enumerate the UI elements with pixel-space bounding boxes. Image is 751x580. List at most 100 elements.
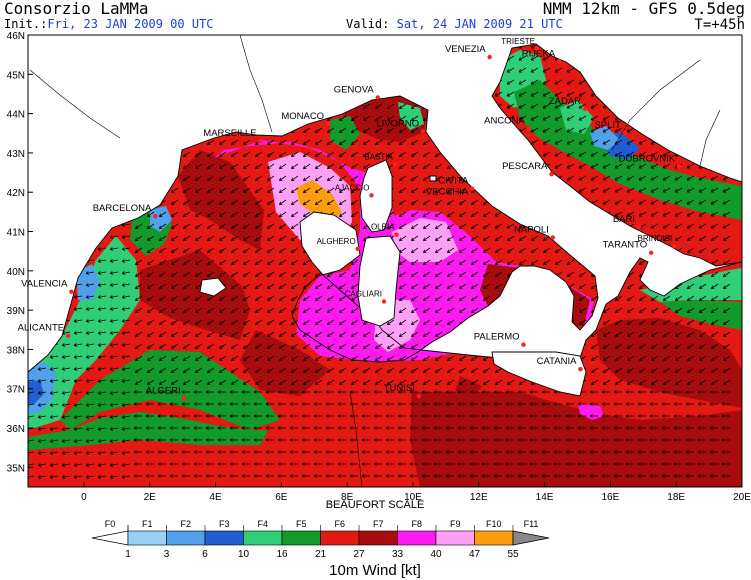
wind-arrow <box>471 379 479 385</box>
wind-arrow <box>255 199 263 205</box>
city-label: PALERMO <box>474 332 520 343</box>
wind-arrow <box>399 379 407 385</box>
wind-arrow <box>530 55 539 61</box>
wind-arrow <box>291 163 299 169</box>
city-marker <box>672 243 677 249</box>
wind-arrow <box>722 187 731 193</box>
wind-patch <box>28 412 268 450</box>
wind-arrow <box>423 319 431 325</box>
wind-arrow <box>447 211 455 217</box>
wind-arrow <box>74 403 83 406</box>
wind-arrow <box>650 175 659 181</box>
wind-arrow <box>183 175 191 181</box>
wind-arrow <box>267 283 275 289</box>
wind-arrow <box>411 151 419 157</box>
wind-arrow <box>435 355 443 361</box>
wind-arrow <box>159 343 167 349</box>
wind-patch <box>28 380 44 404</box>
wind-arrow <box>315 319 323 325</box>
wind-arrow <box>663 355 671 361</box>
wind-patch <box>296 180 342 222</box>
wind-arrow <box>351 367 359 373</box>
wind-arrow <box>698 223 707 229</box>
wind-arrow <box>723 271 731 277</box>
wind-arrow <box>675 307 683 313</box>
wind-arrow <box>183 163 191 169</box>
wind-arrow <box>495 247 503 253</box>
wind-arrow <box>566 151 575 157</box>
wind-arrow <box>219 211 227 217</box>
wind-arrow <box>530 67 539 73</box>
wind-arrow <box>291 271 299 277</box>
wind-arrow <box>231 199 239 205</box>
wind-arrow <box>639 331 647 337</box>
city-marker <box>392 162 398 167</box>
wind-arrow <box>699 307 707 313</box>
wind-arrow <box>171 307 179 313</box>
wind-arrow <box>339 187 347 193</box>
wind-arrow <box>255 307 263 313</box>
wind-arrow <box>195 235 203 241</box>
wind-arrow <box>375 115 383 121</box>
wind-arrow <box>351 295 359 301</box>
lon-label: 2E <box>144 492 157 503</box>
legend-force-label: F9 <box>450 519 461 529</box>
island-corsica <box>359 159 393 233</box>
wind-arrow <box>411 379 419 385</box>
city-marker <box>526 126 531 131</box>
city-label: CAGLIARI <box>345 289 382 298</box>
wind-arrow <box>639 319 647 325</box>
wind-arrow <box>530 103 539 109</box>
wind-arrow <box>554 91 563 97</box>
wind-arrow <box>627 295 635 301</box>
wind-arrow <box>98 283 107 286</box>
city-marker <box>381 299 387 304</box>
wind-arrow <box>195 295 203 301</box>
wind-arrow <box>651 343 659 349</box>
wind-arrow <box>675 343 683 349</box>
wind-arrow <box>195 307 203 313</box>
wind-arrow <box>98 463 107 466</box>
wind-arrow <box>579 307 587 313</box>
wind-arrow <box>675 355 683 361</box>
wind-arrow <box>494 91 503 97</box>
wind-arrow <box>447 379 455 385</box>
wind-arrow <box>399 163 407 169</box>
wind-arrow <box>122 319 131 322</box>
wind-arrow <box>435 163 443 169</box>
wind-arrow <box>423 379 431 385</box>
wind-arrow <box>303 163 311 169</box>
lat-label: 39N <box>7 306 25 317</box>
wind-arrow <box>387 379 395 385</box>
wind-arrow <box>627 283 635 289</box>
wind-arrow <box>171 271 179 277</box>
wind-arrow <box>135 331 143 337</box>
wind-arrow <box>471 283 479 289</box>
wind-arrow <box>86 367 95 370</box>
wind-arrow <box>267 355 275 361</box>
wind-arrow <box>86 379 95 382</box>
wind-arrow <box>675 235 683 241</box>
wind-arrow <box>603 355 611 361</box>
wind-arrow <box>255 175 263 181</box>
wind-arrow <box>195 199 203 205</box>
latitude-labels: 46N 45N 44N 43N 42N 41N 40N 39N 38N 37N 36N 35N <box>7 31 25 474</box>
wind-arrow <box>447 319 455 325</box>
wind-arrow <box>447 307 455 313</box>
wind-arrow <box>711 343 719 349</box>
wind-arrow <box>351 115 359 121</box>
wind-arrow <box>639 367 647 373</box>
wind-arrow <box>28 475 35 478</box>
wind-arrow <box>614 175 623 181</box>
city-label: CATANIA <box>537 356 577 367</box>
wind-arrow <box>303 307 311 313</box>
wind-arrow <box>423 139 431 145</box>
wind-arrow <box>207 355 215 361</box>
wind-arrow <box>62 475 71 478</box>
wind-arrow <box>710 199 719 205</box>
wind-arrow <box>159 247 167 253</box>
wind-arrow <box>303 379 311 385</box>
wind-arrow <box>447 355 455 361</box>
wind-arrow <box>351 259 359 265</box>
